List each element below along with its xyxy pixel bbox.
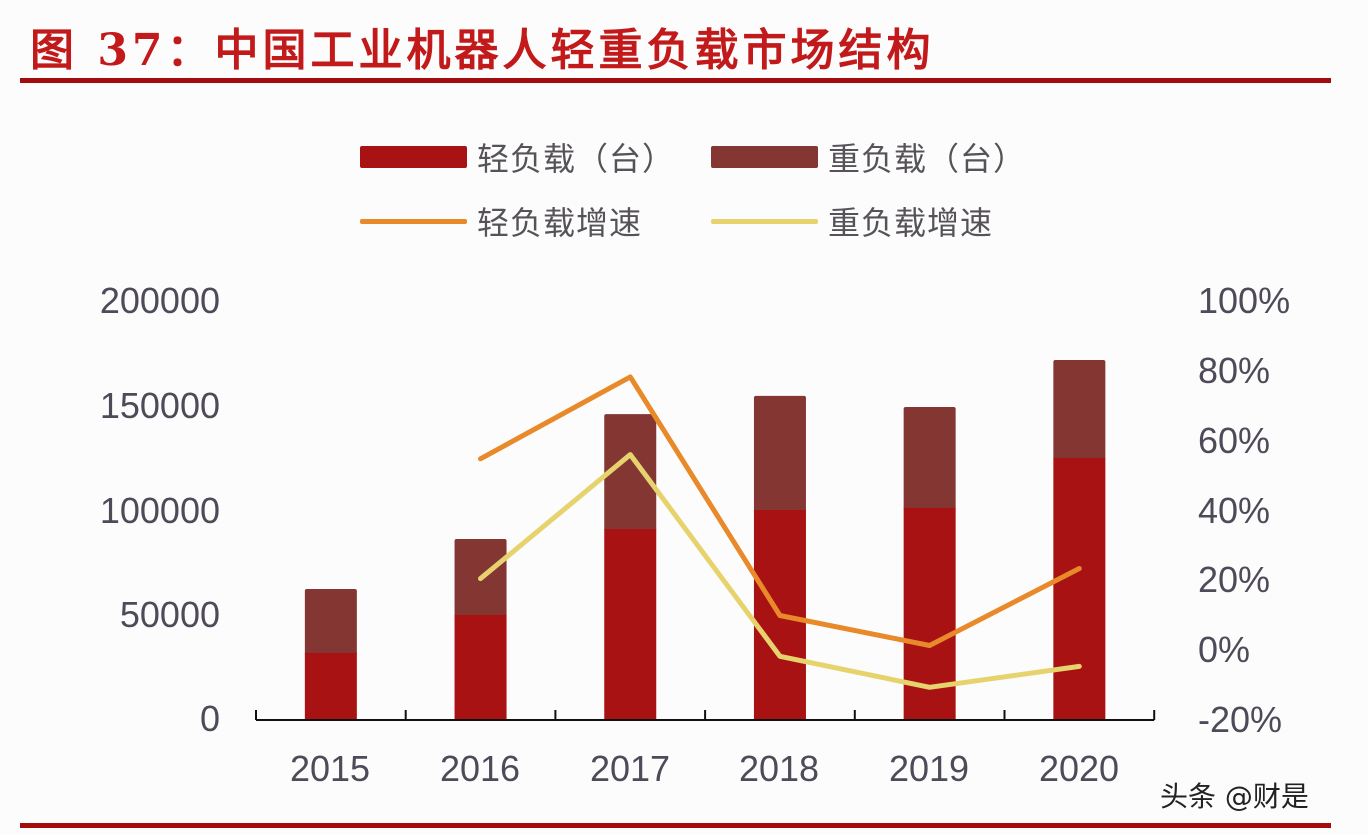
x-axis-tick: 2015 xyxy=(289,748,371,789)
legend-swatch-heavy-bar xyxy=(711,146,818,168)
heavy-growth-line xyxy=(478,452,1082,690)
bar-series xyxy=(304,359,1106,720)
legend-swatch-light-line xyxy=(360,218,467,224)
bar-light-2020 xyxy=(1053,457,1106,720)
legend-label: 重负载（台） xyxy=(828,140,1027,178)
right-axis-tick: 80% xyxy=(1198,350,1271,391)
x-axis-tick: 2019 xyxy=(888,748,970,789)
bar-light-2015 xyxy=(304,652,357,720)
x-axis-tick: 2016 xyxy=(439,748,521,789)
bar-heavy-2018 xyxy=(753,395,806,512)
legend-swatch-light-bar xyxy=(360,146,467,168)
right-axis-tick: 40% xyxy=(1198,490,1271,531)
right-axis-tick: 0% xyxy=(1198,629,1251,670)
legend-label: 轻负载增速 xyxy=(477,204,643,242)
left-axis-tick: 0 xyxy=(199,698,220,739)
watermark: 头条 @财是 xyxy=(1160,780,1309,813)
chart-title: 图 37：中国工业机器人轻重负载市场结构 xyxy=(30,25,935,76)
x-axis-line xyxy=(255,710,1156,721)
legend-swatch-heavy-line xyxy=(711,218,818,224)
x-axis-tick: 2018 xyxy=(738,748,820,789)
legend-light-line: 轻负载增速 xyxy=(360,198,642,244)
light-growth-line xyxy=(478,374,1082,648)
right-axis-tick: 100% xyxy=(1198,280,1291,321)
x-axis-tick: 2020 xyxy=(1038,748,1120,789)
left-axis-tick: 100000 xyxy=(99,490,220,531)
top-divider xyxy=(20,78,1331,83)
bar-heavy-2020 xyxy=(1053,359,1106,460)
legend-label: 轻负载（台） xyxy=(477,140,676,178)
legend-heavy-bar: 重负载（台） xyxy=(711,134,1026,180)
left-axis-tick: 200000 xyxy=(99,280,220,321)
bar-heavy-2019 xyxy=(903,406,956,510)
right-axis-tick: 20% xyxy=(1198,559,1271,600)
left-axis-tick: 150000 xyxy=(99,385,220,426)
bar-light-2016 xyxy=(454,614,507,720)
bar-heavy-2015 xyxy=(304,589,357,655)
left-axis-tick: 50000 xyxy=(119,594,220,635)
right-axis-tick: -20% xyxy=(1198,699,1283,740)
right-axis-tick: 60% xyxy=(1198,420,1271,461)
legend-heavy-line: 重负载增速 xyxy=(711,198,993,244)
bar-heavy-2017 xyxy=(604,414,657,532)
growth-lines xyxy=(478,374,1082,690)
bar-light-2017 xyxy=(604,529,657,720)
legend-light-bar: 轻负载（台） xyxy=(360,134,675,180)
legend-label: 重负载增速 xyxy=(828,204,994,242)
bottom-divider xyxy=(20,823,1331,828)
x-axis-tick: 2017 xyxy=(589,748,671,789)
